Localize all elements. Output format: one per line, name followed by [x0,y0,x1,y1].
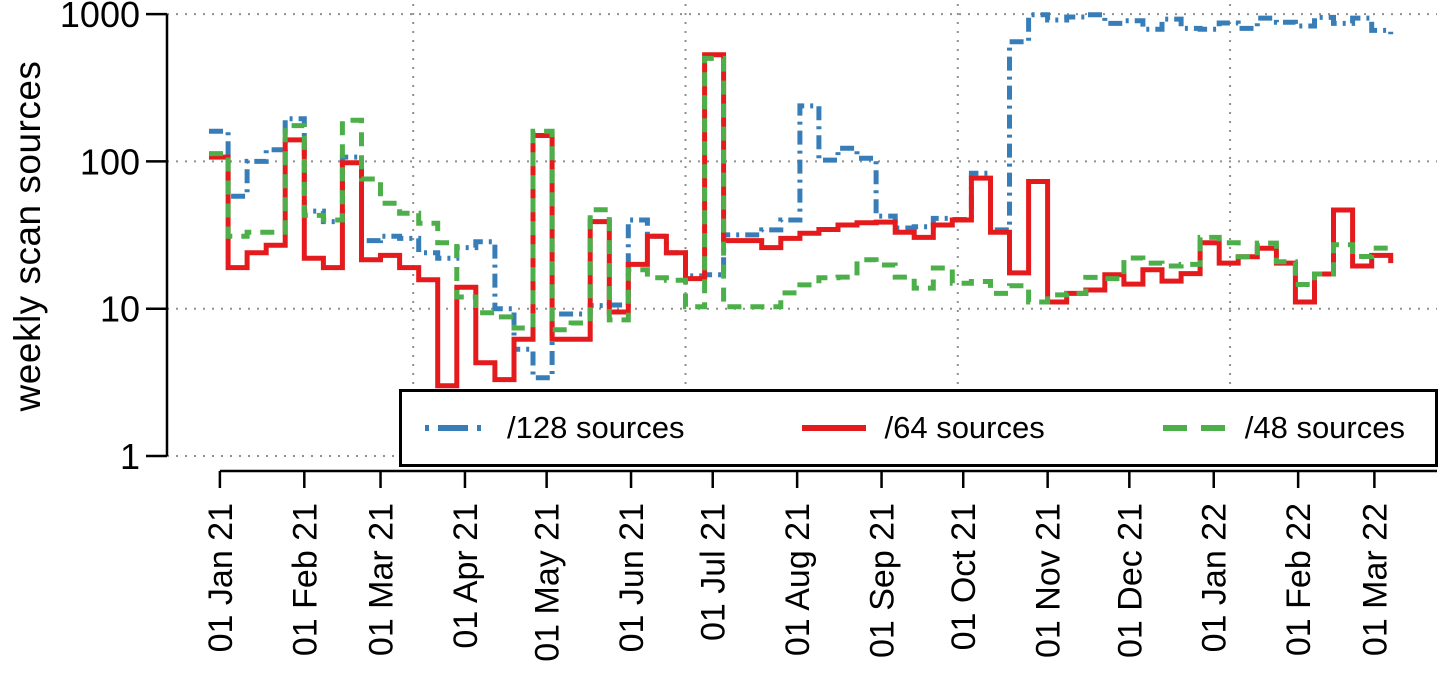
x-tick-label: 01 Oct 21 [945,503,983,650]
legend-item-128: /128 sources [424,410,685,446]
legend-sample-solid-icon [802,425,867,431]
x-tick-label: 01 Sep 21 [864,503,902,658]
x-tick-label: 01 Feb 22 [1280,503,1318,656]
y-tick-label: 1 [120,436,140,477]
legend-item-48: /48 sources [1162,410,1405,446]
x-tick-label: 01 Jan 21 [202,503,240,652]
legend-item-64: /64 sources [801,410,1045,446]
x-tick-label: 01 Mar 21 [363,503,401,656]
x-tick-label: 01 Jan 22 [1196,503,1234,652]
y-tick-label: 10 [100,289,140,330]
legend-sample-dashed-icon [1162,425,1227,431]
x-tick-label: 01 Nov 21 [1030,503,1068,658]
x-tick-label: 01 Aug 21 [779,503,817,656]
legend-sample-dashdot-icon [425,425,489,431]
x-tick-label: 01 Mar 22 [1356,503,1394,656]
series-line-64 [209,52,1394,389]
x-tick-label: 01 May 21 [529,503,567,662]
series-line-128 [209,12,1394,381]
y-tick-label: 100 [80,141,140,182]
legend-label-64: /64 sources [884,410,1045,445]
y-axis-title: weekly scan sources [7,60,48,412]
legend-label-128: /128 sources [507,410,685,445]
legend: /128 sources /64 sources /48 sources [399,389,1438,467]
x-tick-label: 01 Feb 21 [286,503,324,656]
y-tick-label: 1000 [60,0,140,35]
x-tick-label: 01 Dec 21 [1111,503,1149,658]
legend-label-48: /48 sources [1244,410,1405,445]
x-tick-label: 01 Apr 21 [447,503,485,649]
series-line-48 [209,55,1391,333]
x-tick-label: 01 Jun 21 [613,503,651,652]
x-tick-label: 01 Jul 21 [695,503,733,641]
